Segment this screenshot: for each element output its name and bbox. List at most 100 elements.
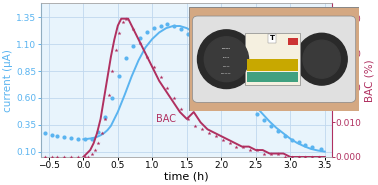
Point [116, 75, 122, 78]
Point [102, 116, 108, 119]
Point [213, 135, 219, 138]
Point [92, 149, 98, 152]
Point [106, 93, 112, 96]
Point [88, 152, 94, 155]
Point [42, 132, 48, 135]
Point [116, 31, 122, 34]
Point [102, 117, 108, 120]
Point [164, 86, 170, 89]
Point [289, 138, 295, 141]
Point [296, 155, 302, 158]
Point [151, 27, 157, 30]
Point [226, 142, 232, 145]
Point [49, 134, 55, 137]
Point [61, 136, 67, 139]
Point [144, 31, 150, 34]
Point [282, 155, 288, 158]
Point [282, 134, 288, 137]
Point [226, 80, 232, 83]
Text: BAC: BAC [156, 114, 176, 124]
Point [185, 117, 191, 120]
FancyBboxPatch shape [187, 6, 361, 113]
Point [96, 131, 102, 134]
Point [302, 143, 308, 146]
Point [261, 119, 267, 122]
Point [88, 137, 94, 140]
Point [318, 148, 324, 151]
Point [309, 145, 315, 148]
Point [68, 137, 74, 140]
Circle shape [303, 40, 340, 78]
Point [130, 28, 136, 31]
Point [96, 142, 102, 145]
Point [61, 155, 67, 158]
Point [192, 124, 198, 127]
Point [54, 155, 60, 158]
Point [49, 155, 55, 158]
Point [206, 55, 212, 58]
Point [144, 55, 150, 58]
Point [178, 28, 184, 31]
Y-axis label: current (μA): current (μA) [3, 49, 14, 112]
Point [137, 41, 143, 44]
Point [213, 63, 219, 66]
Point [68, 155, 74, 158]
Point [199, 128, 205, 131]
Point [268, 152, 274, 155]
Point [171, 97, 177, 100]
Text: BBBBBB: BBBBBB [222, 48, 231, 49]
Point [130, 45, 136, 48]
Point [247, 105, 253, 108]
Point [220, 72, 226, 75]
Point [296, 140, 302, 143]
Point [261, 152, 267, 155]
Point [109, 96, 115, 99]
Point [247, 149, 253, 152]
Point [220, 138, 226, 141]
Text: sweat: sweat [225, 60, 254, 70]
Point [302, 155, 308, 158]
Point [289, 155, 295, 158]
Point [75, 155, 81, 158]
Circle shape [204, 37, 249, 82]
Bar [288, 38, 298, 45]
Bar [245, 33, 299, 85]
Point [82, 138, 88, 141]
Point [234, 145, 240, 148]
Circle shape [296, 33, 347, 85]
X-axis label: time (h): time (h) [164, 171, 208, 181]
Point [240, 97, 246, 100]
Point [254, 112, 260, 115]
Point [309, 155, 315, 158]
Point [206, 131, 212, 134]
Point [85, 155, 91, 158]
Point [113, 48, 119, 51]
Point [119, 21, 125, 24]
Point [151, 66, 157, 69]
Point [109, 69, 115, 72]
Circle shape [197, 30, 256, 89]
Point [164, 22, 170, 25]
Point [240, 145, 246, 148]
Y-axis label: BAC (%): BAC (%) [364, 59, 375, 102]
Point [192, 38, 198, 41]
Point [137, 36, 143, 39]
Point [268, 124, 274, 127]
Point [234, 89, 240, 92]
Text: PXXXX: PXXXX [223, 57, 230, 58]
Point [54, 134, 60, 137]
Bar [247, 59, 298, 71]
Point [199, 46, 205, 49]
Point [42, 155, 48, 158]
Text: XXXXX: XXXXX [223, 66, 230, 67]
Text: T: T [270, 36, 275, 41]
Point [171, 25, 177, 28]
Point [254, 149, 260, 152]
Point [123, 17, 129, 20]
Point [316, 155, 322, 158]
Point [123, 57, 129, 60]
Point [158, 76, 164, 79]
Bar [247, 72, 298, 82]
Point [99, 131, 105, 134]
Point [178, 107, 184, 110]
